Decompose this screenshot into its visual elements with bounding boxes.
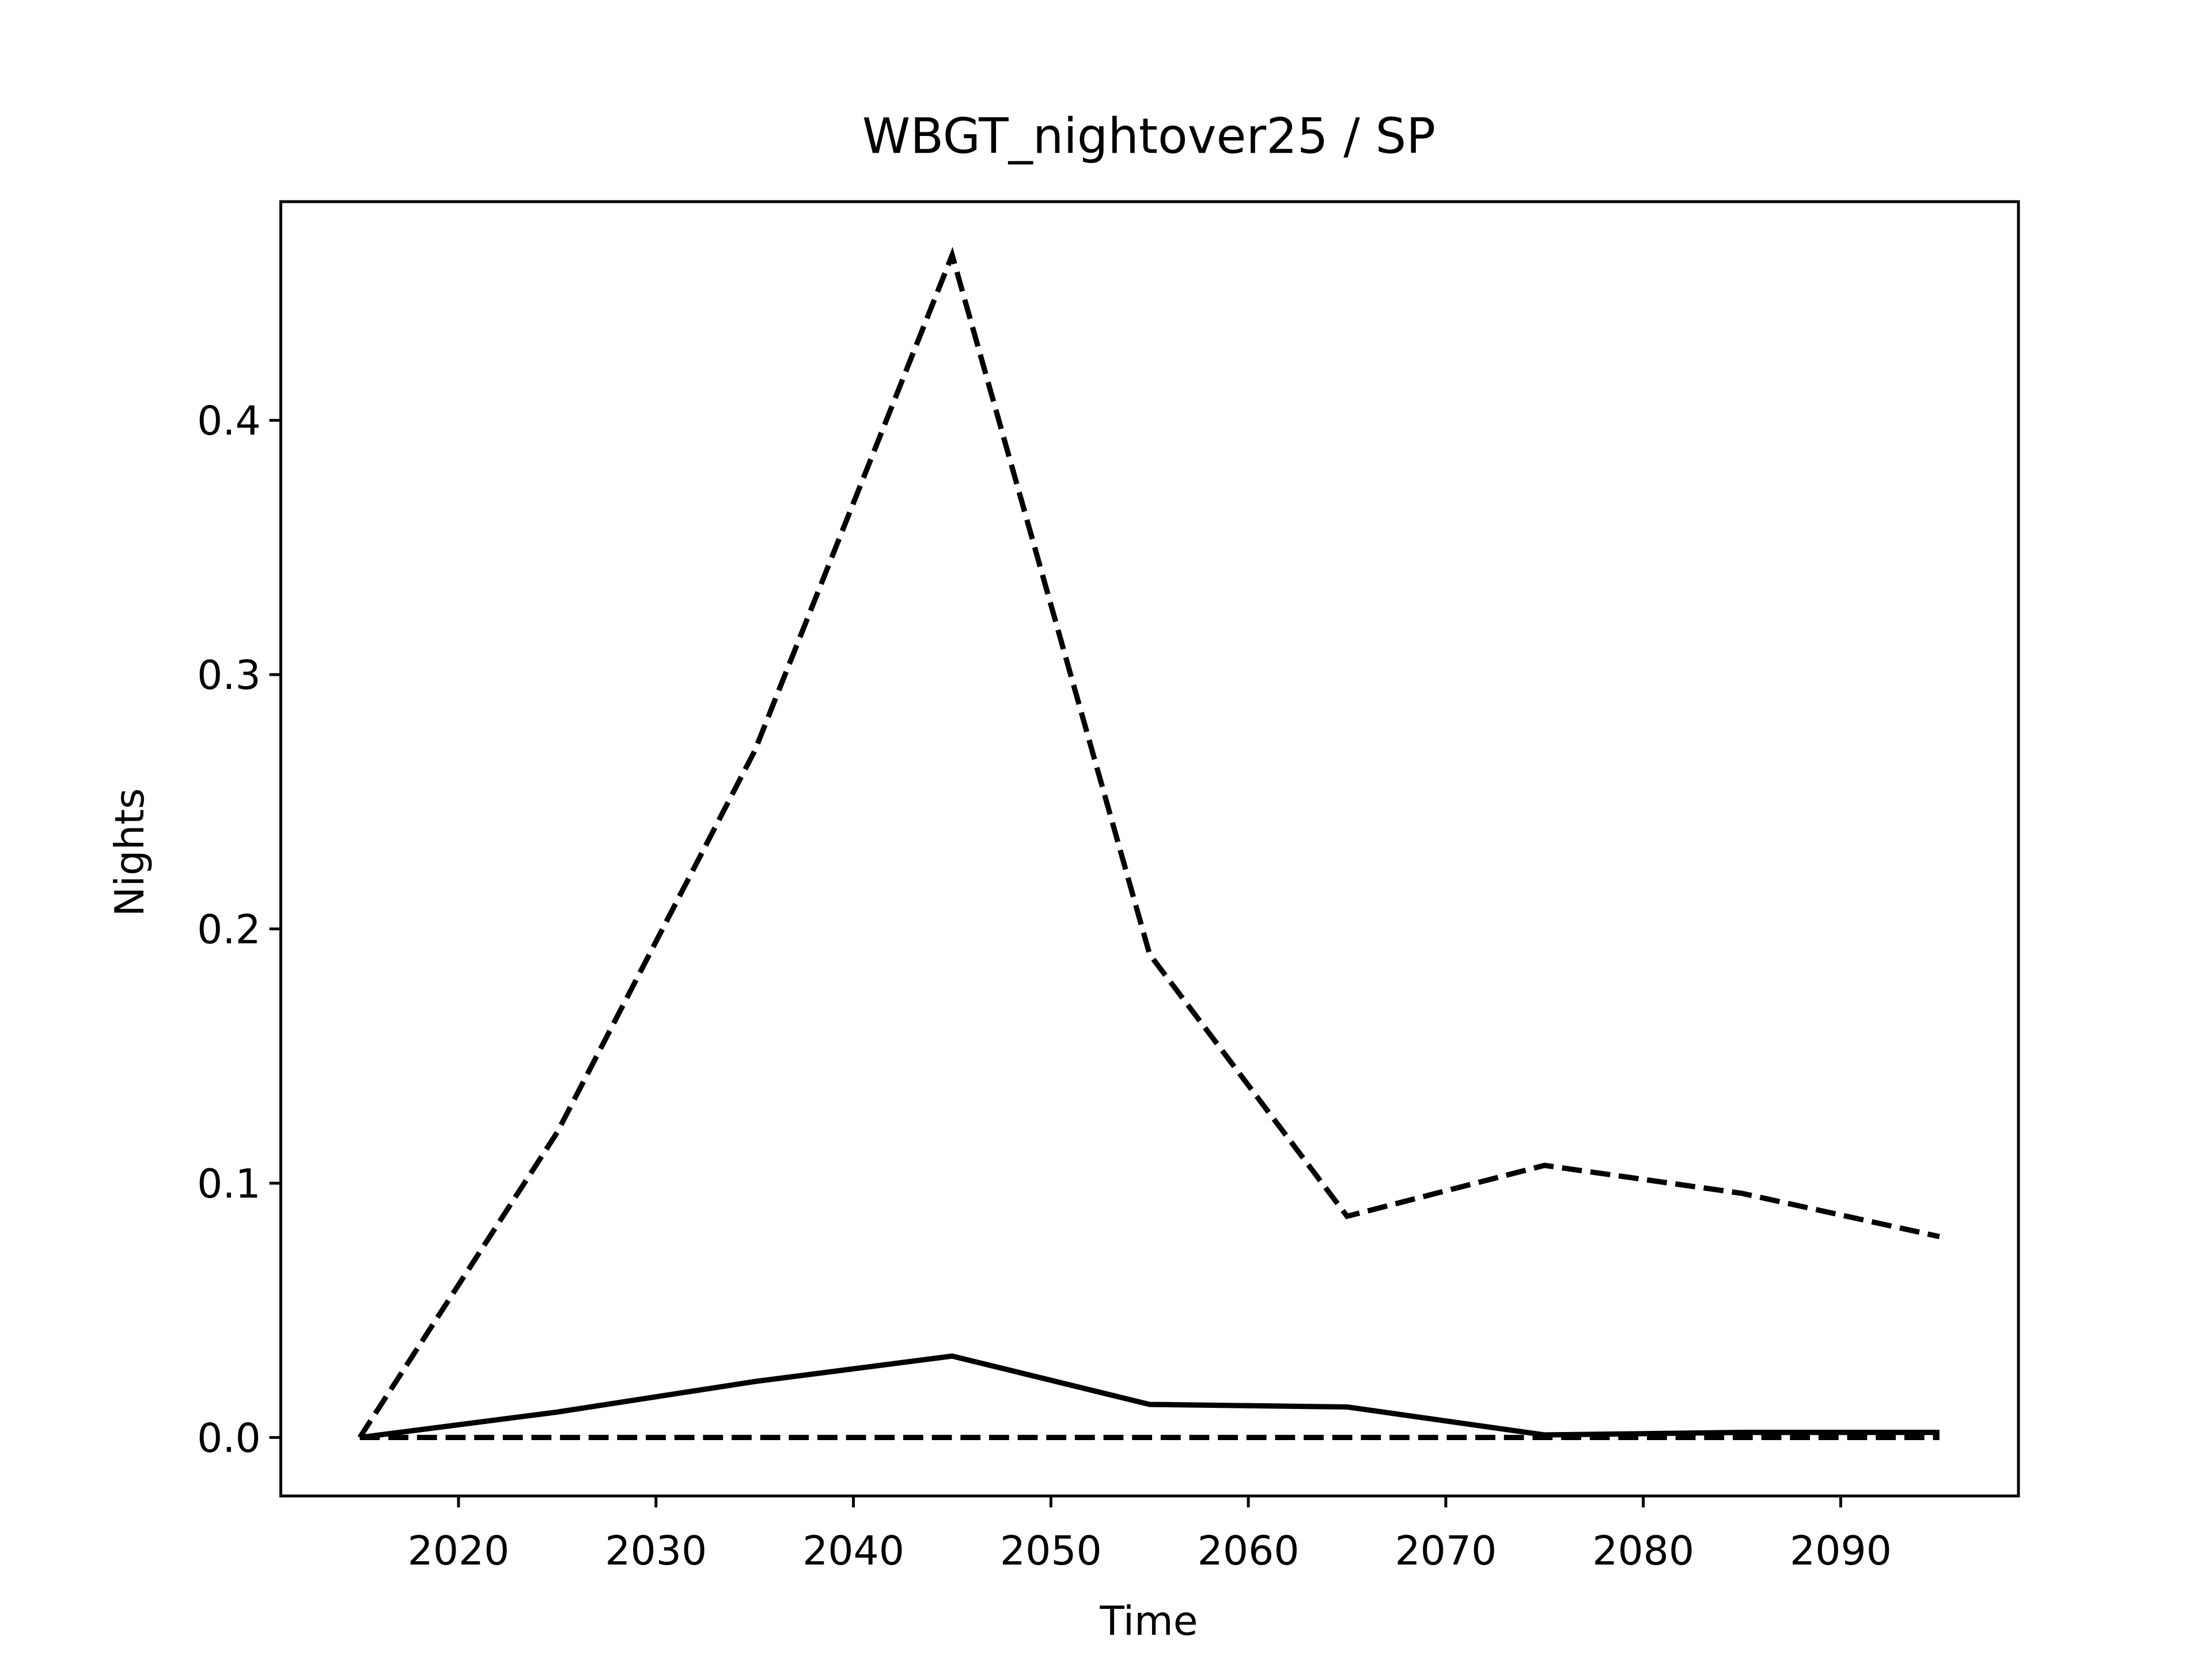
x-tick-label: 2060 [1198, 1528, 1300, 1574]
x-tick-label: 2080 [1592, 1528, 1694, 1574]
chart-title: WBGT_nightover25 / SP [862, 108, 1435, 165]
y-tick-label: 0.3 [197, 652, 261, 699]
x-tick-label: 2040 [802, 1528, 904, 1574]
y-tick-label: 0.0 [197, 1415, 261, 1461]
y-tick-label: 0.4 [197, 398, 261, 445]
y-tick-label: 0.2 [197, 906, 261, 953]
x-tick-label: 2070 [1395, 1528, 1497, 1574]
x-tick-label: 2030 [605, 1528, 707, 1574]
plot-frame [279, 200, 2020, 1498]
x-tick-label: 2090 [1790, 1528, 1892, 1574]
x-tick-label: 2020 [408, 1528, 510, 1574]
line-series [357, 247, 1940, 1439]
line-series [359, 1353, 1940, 1441]
x-tick-label: 2050 [1000, 1528, 1102, 1574]
y-tick-label: 0.1 [197, 1161, 261, 1207]
x-axis-label: Time [1099, 1598, 1198, 1645]
y-axis-label: Nights [107, 788, 153, 916]
